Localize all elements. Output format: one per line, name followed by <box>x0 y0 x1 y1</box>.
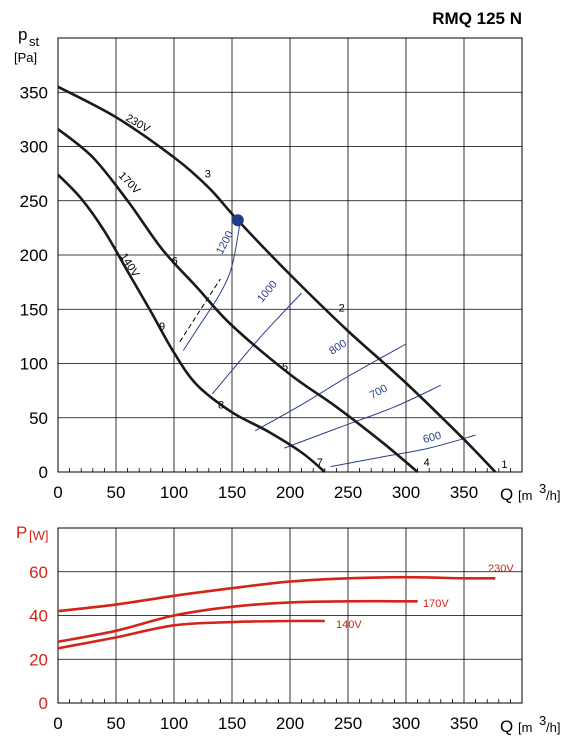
lower-x-tick-label: 100 <box>160 714 188 733</box>
isoline-1200 <box>182 222 241 351</box>
upper-y-axis-unit: [Pa] <box>14 50 37 65</box>
isoline-label-700: 700 <box>368 382 390 401</box>
upper-y-axis-sublabel: st <box>29 34 40 49</box>
lower-y-tick-label: 0 <box>39 694 48 713</box>
lower-y-axis-unit: [W] <box>29 528 49 543</box>
upper-x-axis-unit-end: /h] <box>546 488 560 503</box>
upper-x-tick-label: 200 <box>276 483 304 502</box>
operating-point-6: 6 <box>172 256 178 268</box>
curve-230V <box>57 85 497 473</box>
power-curve-170V <box>57 599 418 644</box>
lower-y-axis-label: P <box>16 523 27 542</box>
lower-x-axis-unit: [m <box>518 720 532 735</box>
lower-y-tick-label: 40 <box>29 607 48 626</box>
upper-y-tick-label: 0 <box>39 463 48 482</box>
lower-y-tick-label: 20 <box>29 650 48 669</box>
lower-x-tick-label: 350 <box>450 714 478 733</box>
lower-x-tick-label: 150 <box>218 714 246 733</box>
upper-x-axis-label: Q <box>500 485 513 504</box>
upper-x-tick-label: 50 <box>107 483 126 502</box>
upper-x-tick-label: 0 <box>53 483 62 502</box>
curve-170V <box>57 128 419 473</box>
lower-x-axis-label: Q <box>500 717 513 736</box>
isoline-label-600: 600 <box>422 430 443 446</box>
upper-y-tick-label: 100 <box>20 355 48 374</box>
upper-x-tick-label: 250 <box>334 483 362 502</box>
isoline-600 <box>330 434 476 468</box>
chart-title: RMQ 125 N <box>432 9 522 28</box>
upper-x-axis-unit: [m <box>518 488 532 503</box>
curve-label-170v: 170V <box>116 170 143 197</box>
lower-x-tick-label: 50 <box>107 714 126 733</box>
operating-point-9: 9 <box>159 321 165 333</box>
upper-y-axis-label: p <box>18 25 27 44</box>
power-curve-label-170v: 170V <box>423 598 449 610</box>
operating-point-3: 3 <box>205 169 211 181</box>
lower-x-axis-unit-sup: 3 <box>539 713 546 728</box>
isoline-label-1200: 1200 <box>214 229 236 256</box>
isoline-label-800: 800 <box>327 337 349 357</box>
power-curve-label-230v: 230V <box>488 563 514 575</box>
upper-x-tick-label: 300 <box>392 483 420 502</box>
upper-x-tick-label: 150 <box>218 483 246 502</box>
isoline-800 <box>254 343 407 432</box>
upper-y-tick-label: 300 <box>20 138 48 157</box>
power-curve-140V <box>57 619 325 650</box>
operating-point-7: 7 <box>317 457 323 469</box>
operating-point-8: 8 <box>218 399 224 411</box>
operating-point-marker <box>231 214 244 227</box>
curve-label-140v: 140V <box>117 251 141 280</box>
upper-y-tick-label: 250 <box>20 192 48 211</box>
upper-y-tick-label: 150 <box>20 300 48 319</box>
lower-x-tick-label: 200 <box>276 714 304 733</box>
isoline-dashed-connector <box>179 278 221 343</box>
upper-y-tick-label: 50 <box>29 409 48 428</box>
upper-x-tick-label: 350 <box>450 483 478 502</box>
operating-point-5: 5 <box>282 362 288 374</box>
upper-y-tick-label: 350 <box>20 83 48 102</box>
isoline-1000 <box>211 292 302 395</box>
upper-x-tick-label: 100 <box>160 483 188 502</box>
lower-x-tick-label: 300 <box>392 714 420 733</box>
isoline-label-1000: 1000 <box>255 278 280 304</box>
lower-x-tick-label: 250 <box>334 714 362 733</box>
lower-x-tick-label: 0 <box>53 714 62 733</box>
isoline-700 <box>284 384 442 449</box>
operating-point-1: 1 <box>501 459 507 471</box>
lower-y-tick-label: 60 <box>29 563 48 582</box>
power-curve-label-140v: 140V <box>336 619 362 631</box>
operating-point-2: 2 <box>339 302 345 314</box>
operating-point-4: 4 <box>424 457 430 469</box>
upper-x-axis-unit-sup: 3 <box>539 481 546 496</box>
power-curve-230V <box>57 575 496 613</box>
lower-x-axis-unit-end: /h] <box>546 720 560 735</box>
upper-y-tick-label: 200 <box>20 246 48 265</box>
curve-140V <box>57 173 326 473</box>
